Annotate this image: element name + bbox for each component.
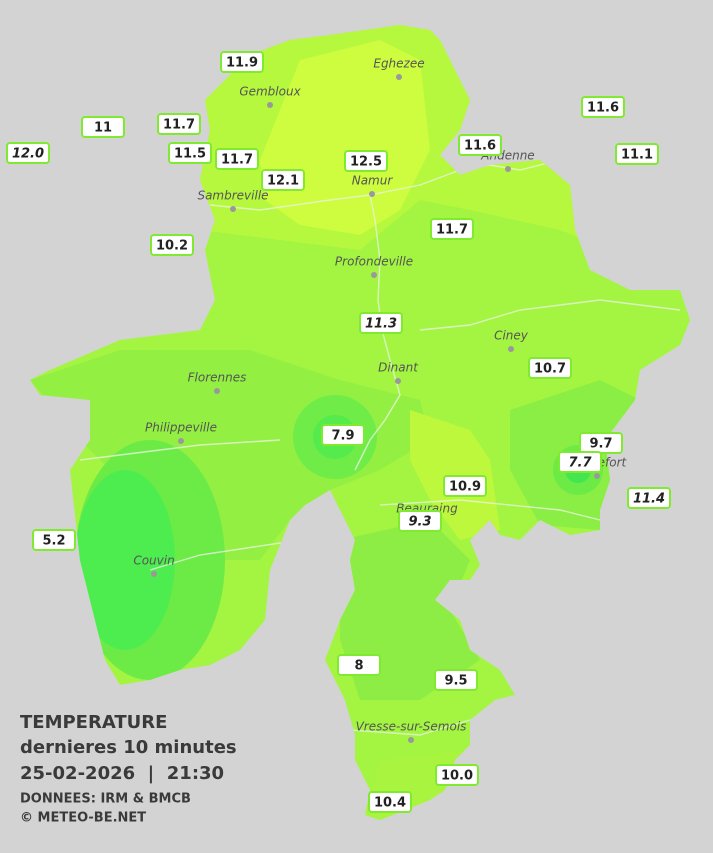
station-box xyxy=(150,234,194,256)
city-dot xyxy=(395,378,401,384)
station-box xyxy=(215,148,259,170)
station-reading: 11.6 xyxy=(464,139,496,154)
station-box xyxy=(435,764,479,786)
station-box xyxy=(220,51,264,73)
station-box xyxy=(359,312,403,334)
station-box xyxy=(430,218,474,240)
city-label: Philippeville xyxy=(145,421,217,435)
station-reading: 12.5 xyxy=(350,155,382,170)
station-box xyxy=(558,451,602,473)
station-reading: 11.7 xyxy=(436,223,468,238)
city-label: Namur xyxy=(352,174,394,188)
station-box xyxy=(261,169,305,191)
city-label: Couvin xyxy=(133,554,174,568)
station-reading: 9.5 xyxy=(444,674,467,689)
city-dot xyxy=(371,272,377,278)
city-dot xyxy=(230,206,236,212)
footer-subtitle: dernieres 10 minutes xyxy=(20,737,237,758)
station-reading: 12.0 xyxy=(12,147,44,162)
footer-datetime: 25-02-2026 | 21:30 xyxy=(20,763,224,784)
station-box xyxy=(398,510,442,532)
city-label: Florennes xyxy=(188,371,247,385)
station-box xyxy=(157,113,201,135)
station-box xyxy=(32,529,76,551)
footer-source: DONNEES: IRM & BMCB xyxy=(20,792,191,807)
station-reading: 11.3 xyxy=(365,317,397,332)
city-dot xyxy=(408,737,414,743)
station-box xyxy=(344,150,388,172)
city-dot xyxy=(369,191,375,197)
station-box xyxy=(458,134,502,156)
city-dot xyxy=(396,74,402,80)
city-dot xyxy=(508,346,514,352)
city-label: Eghezee xyxy=(373,57,424,71)
station-box xyxy=(321,424,365,446)
station-reading: 10.9 xyxy=(449,480,481,495)
station-box xyxy=(337,654,381,676)
city-dot xyxy=(505,166,511,172)
city-dot xyxy=(178,438,184,444)
city-dot xyxy=(267,102,273,108)
city-label: Sambreville xyxy=(197,189,268,203)
station-reading: 8 xyxy=(354,659,363,674)
city-label: Ciney xyxy=(494,329,529,343)
station-box xyxy=(627,487,671,509)
station-box xyxy=(81,116,125,138)
station-reading: 10.4 xyxy=(374,796,406,811)
station-box xyxy=(581,96,625,118)
station-reading: 11.1 xyxy=(621,148,653,163)
station-reading: 11.6 xyxy=(587,101,619,116)
station-reading: 11.4 xyxy=(633,492,665,507)
station-reading: 9.3 xyxy=(408,515,431,530)
city-label: Gembloux xyxy=(239,85,301,99)
footer-copyright: © METEO-BE.NET xyxy=(20,811,146,826)
station-box xyxy=(6,142,50,164)
station-box xyxy=(615,143,659,165)
station-box xyxy=(443,475,487,497)
station-reading: 11.5 xyxy=(174,147,206,162)
station-box xyxy=(528,357,572,379)
station-box xyxy=(434,669,478,691)
station-reading: 10.7 xyxy=(534,362,566,377)
station-reading: 11.9 xyxy=(226,56,258,71)
station-reading: 10.2 xyxy=(156,239,188,254)
city-dot xyxy=(214,388,220,394)
station-reading: 12.1 xyxy=(267,174,299,189)
station-reading: 7.9 xyxy=(331,429,354,444)
city-label: Vresse-sur-Semois xyxy=(356,720,467,734)
station-reading: 9.7 xyxy=(589,437,612,452)
city-label: Dinant xyxy=(378,361,419,375)
station-reading: 10.0 xyxy=(441,769,473,784)
station-box xyxy=(368,791,412,813)
station-reading: 5.2 xyxy=(42,534,65,549)
city-label: Profondeville xyxy=(335,255,413,269)
city-dot xyxy=(594,473,600,479)
station-box xyxy=(168,142,212,164)
station-reading: 7.7 xyxy=(568,456,592,471)
footer-title: TEMPERATURE xyxy=(20,712,167,733)
station-reading: 11.7 xyxy=(221,153,253,168)
station-reading: 11.7 xyxy=(163,118,195,133)
city-dot xyxy=(151,571,157,577)
station-reading: 11 xyxy=(94,121,112,136)
